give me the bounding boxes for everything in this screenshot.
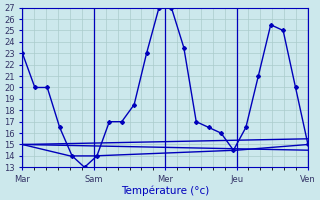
X-axis label: Température (°c): Température (°c) bbox=[121, 185, 209, 196]
